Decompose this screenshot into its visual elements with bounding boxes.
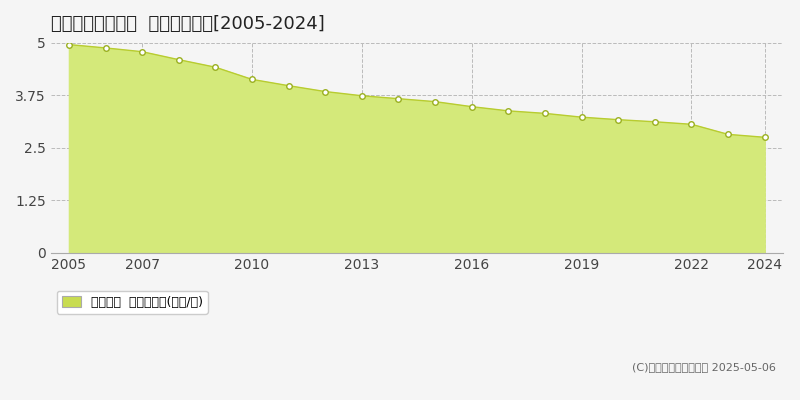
Text: 度会郡大紀町滝原  基準地価推移[2005-2024]: 度会郡大紀町滝原 基準地価推移[2005-2024] (50, 15, 324, 33)
Text: (C)土地価格ドットコム 2025-05-06: (C)土地価格ドットコム 2025-05-06 (632, 362, 776, 372)
Legend: 基準地価  平均坪単価(万円/坪): 基準地価 平均坪単価(万円/坪) (57, 290, 208, 314)
